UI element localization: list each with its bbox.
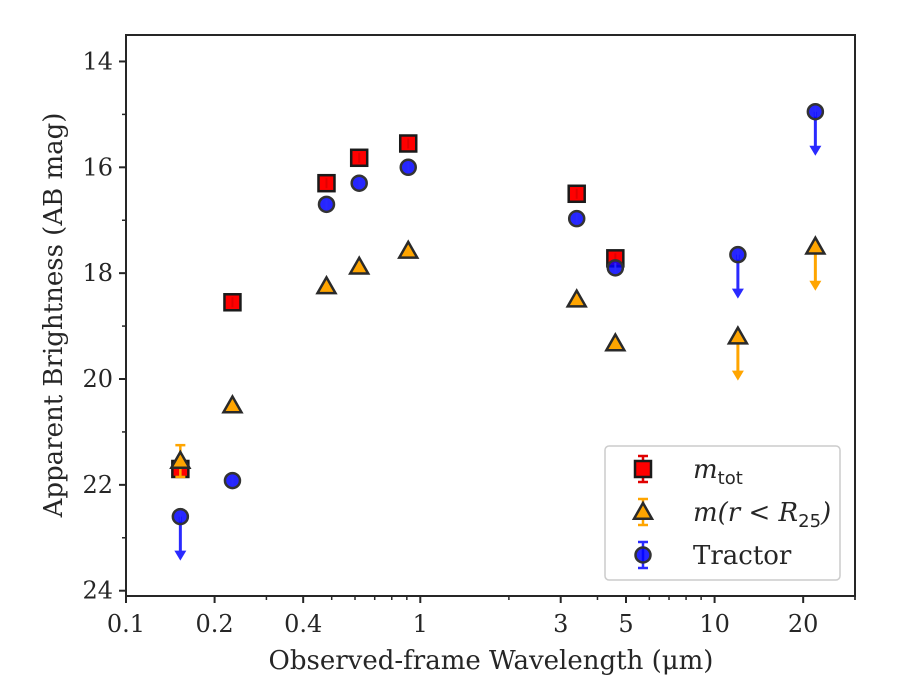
x-tick-label: 0.1: [107, 610, 145, 638]
y-tick-label: 24: [82, 577, 113, 605]
axes-frame: [125, 34, 856, 597]
legend-marker: [634, 546, 652, 564]
y-tick-label: 22: [82, 471, 113, 499]
upper-limit-head: [174, 550, 187, 561]
legend-entry: mtot: [633, 454, 743, 489]
legend-entry: Tractor: [634, 540, 792, 571]
y-tick-label: 16: [82, 153, 113, 181]
legend-label: Tractor: [693, 541, 792, 571]
legend-label: m(r < R25): [693, 498, 831, 532]
y-axis-label: Apparent Brightness (AB mag): [39, 113, 69, 519]
legend: mtot m(r < R25) Tractor: [604, 445, 841, 581]
x-tick-label: 1: [413, 610, 428, 638]
y-tick-label: 18: [82, 259, 113, 287]
legend-entry: m(r < R25): [631, 497, 831, 532]
x-axis-label: Observed-frame Wavelength (μm): [269, 646, 714, 676]
x-tick-label: 5: [618, 610, 633, 638]
x-tick-label: 3: [553, 610, 568, 638]
y-tick-label: 14: [82, 47, 113, 75]
legend-box: [604, 445, 841, 581]
upper-limit-head: [731, 370, 744, 381]
x-tick-label: 0.4: [284, 610, 322, 638]
plot-area: [169, 102, 827, 561]
series-triangle: [169, 235, 827, 479]
upper-limit-head: [809, 145, 822, 156]
legend-marker: [631, 500, 655, 520]
series-circle: [171, 102, 825, 561]
series-square: [171, 134, 625, 479]
upper-limit-head: [731, 288, 744, 299]
x-tick-label: 10: [699, 610, 730, 638]
x-tick-label: 0.2: [196, 610, 234, 638]
y-tick-label: 20: [82, 365, 113, 393]
legend-label: mtot: [693, 455, 743, 489]
x-tick-label: 20: [788, 610, 819, 638]
axes: 14 16 18 20 22 24 0.1 0.2 0.4 1 3 5 10 20: [82, 34, 856, 638]
upper-limit-head: [809, 280, 822, 291]
legend-marker: [633, 459, 653, 479]
